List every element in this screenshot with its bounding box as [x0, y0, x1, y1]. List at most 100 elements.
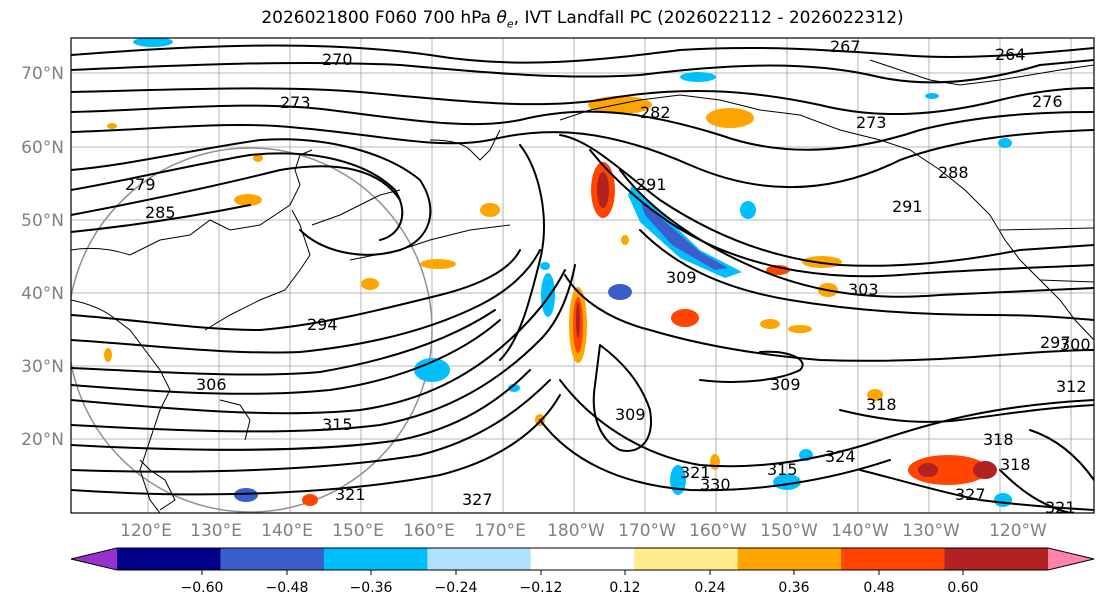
colorbar-segment [634, 548, 739, 570]
shade-patch [760, 319, 780, 329]
shade-patch [628, 185, 742, 278]
contour-label: 273 [280, 93, 311, 112]
contour-label: 321 [1045, 498, 1076, 517]
colorbar-extend-low [71, 548, 117, 570]
shade-patch [908, 455, 988, 485]
contour-label: 309 [770, 375, 801, 394]
shade-patch [671, 309, 699, 327]
lon-label: 160°W [689, 521, 747, 541]
shade-patch [973, 461, 997, 479]
colorbar-tick-label: −0.60 [181, 580, 224, 596]
contours [71, 44, 1094, 513]
lon-label: 170°W [618, 521, 676, 541]
lon-label: 130°W [902, 521, 960, 541]
colorbar-tick-label: 0.36 [778, 580, 809, 596]
colorbar-segment [323, 548, 428, 570]
shade-patch [680, 72, 716, 82]
map-panel: 270 267 264 276 273 273 279 285 282 291 … [71, 37, 1094, 517]
shade-patch [788, 325, 812, 333]
contour-label: 267 [830, 37, 861, 56]
shade-patch [740, 201, 756, 219]
shade-patch [998, 138, 1012, 148]
colorbar-segments [71, 548, 1094, 570]
colorbar-tick-label: 0.12 [609, 580, 640, 596]
contour-label: 303 [848, 280, 879, 299]
colorbar-tick-label: −0.48 [266, 580, 309, 596]
shade-patch [302, 494, 318, 506]
contour-label: 312 [1056, 377, 1087, 396]
contour-label: 294 [307, 315, 338, 334]
contour-label: 285 [145, 203, 176, 222]
contour-label: 279 [125, 175, 156, 194]
colorbar-tick-label: 0.48 [863, 580, 894, 596]
map-frame [70, 37, 1095, 514]
contour-label: 318 [1000, 455, 1031, 474]
colorbar-segment [530, 548, 635, 570]
colorbar-extend-high [1048, 548, 1094, 570]
contour-label: 330 [700, 475, 731, 494]
shade-patch [706, 108, 754, 128]
colorbar-segment [427, 548, 532, 570]
colorbar-tick-label: 0.60 [947, 580, 978, 596]
shade-patch [480, 203, 500, 217]
contour-label: 306 [196, 375, 227, 394]
shade-patch [867, 389, 883, 401]
contour-label: 291 [636, 175, 667, 194]
contour-label: 297 [1040, 333, 1071, 352]
longitude-labels: 120°E 130°E 140°E 150°E 160°E 170°E 180°… [120, 521, 1047, 541]
lon-label: 160°E [403, 521, 455, 541]
contour-label: 321 [335, 485, 366, 504]
lat-label: 20°N [21, 430, 64, 450]
colorbar-tick-label: −0.12 [520, 580, 563, 596]
colorbar-tick-label: −0.36 [350, 580, 393, 596]
lon-label: 120°E [120, 521, 172, 541]
contour-label: 315 [767, 460, 798, 479]
shade-patch [541, 273, 555, 317]
shade-patch [576, 302, 580, 338]
shade-patch [540, 262, 550, 270]
contour-label: 291 [892, 197, 923, 216]
colorbar-segment [737, 548, 842, 570]
colorbar-segment [841, 548, 946, 570]
lat-label: 50°N [21, 211, 64, 231]
graticule [71, 38, 1094, 513]
shade-patch [361, 278, 379, 290]
colorbar-tick-label: −0.24 [435, 580, 478, 596]
latitude-labels: 70°N 60°N 50°N 40°N 30°N 20°N [21, 64, 64, 450]
contour-label: 324 [825, 447, 856, 466]
shade-patch [104, 348, 112, 362]
shade-patch [234, 488, 258, 502]
lat-label: 60°N [21, 138, 64, 158]
contour-label: 273 [856, 113, 887, 132]
colorbar-segment [944, 548, 1049, 570]
contour-label: 270 [322, 50, 353, 69]
contour-label: 309 [615, 405, 646, 424]
lon-label: 150°E [332, 521, 384, 541]
shade-patch [508, 384, 520, 392]
coastlines [71, 59, 1094, 513]
shade-patch [918, 463, 938, 477]
lon-label: 140°E [261, 521, 313, 541]
lat-label: 70°N [21, 64, 64, 84]
colorbar-segment [117, 548, 221, 570]
contour-labels: 270 267 264 276 273 273 279 285 282 291 … [125, 37, 1091, 517]
shade-patch [766, 265, 790, 275]
shading-patches [104, 38, 1012, 507]
lon-label: 180°W [547, 521, 605, 541]
colorbar-ticks [201, 570, 964, 575]
map-title: 2026021800 F060 700 hPa θe, IVT Landfall… [261, 8, 904, 31]
contour-label: 309 [666, 268, 697, 287]
lat-label: 30°N [21, 357, 64, 377]
shade-patch [133, 38, 173, 47]
colorbar-segment [220, 548, 325, 570]
contour-label: 264 [995, 45, 1026, 64]
lon-label: 120°W [989, 521, 1047, 541]
shade-patch [621, 235, 629, 245]
contour-label: 288 [938, 163, 969, 182]
contour-label: 327 [955, 485, 986, 504]
contour-label: 282 [640, 103, 671, 122]
shade-patch [253, 154, 263, 162]
contour-label: 318 [866, 395, 897, 414]
